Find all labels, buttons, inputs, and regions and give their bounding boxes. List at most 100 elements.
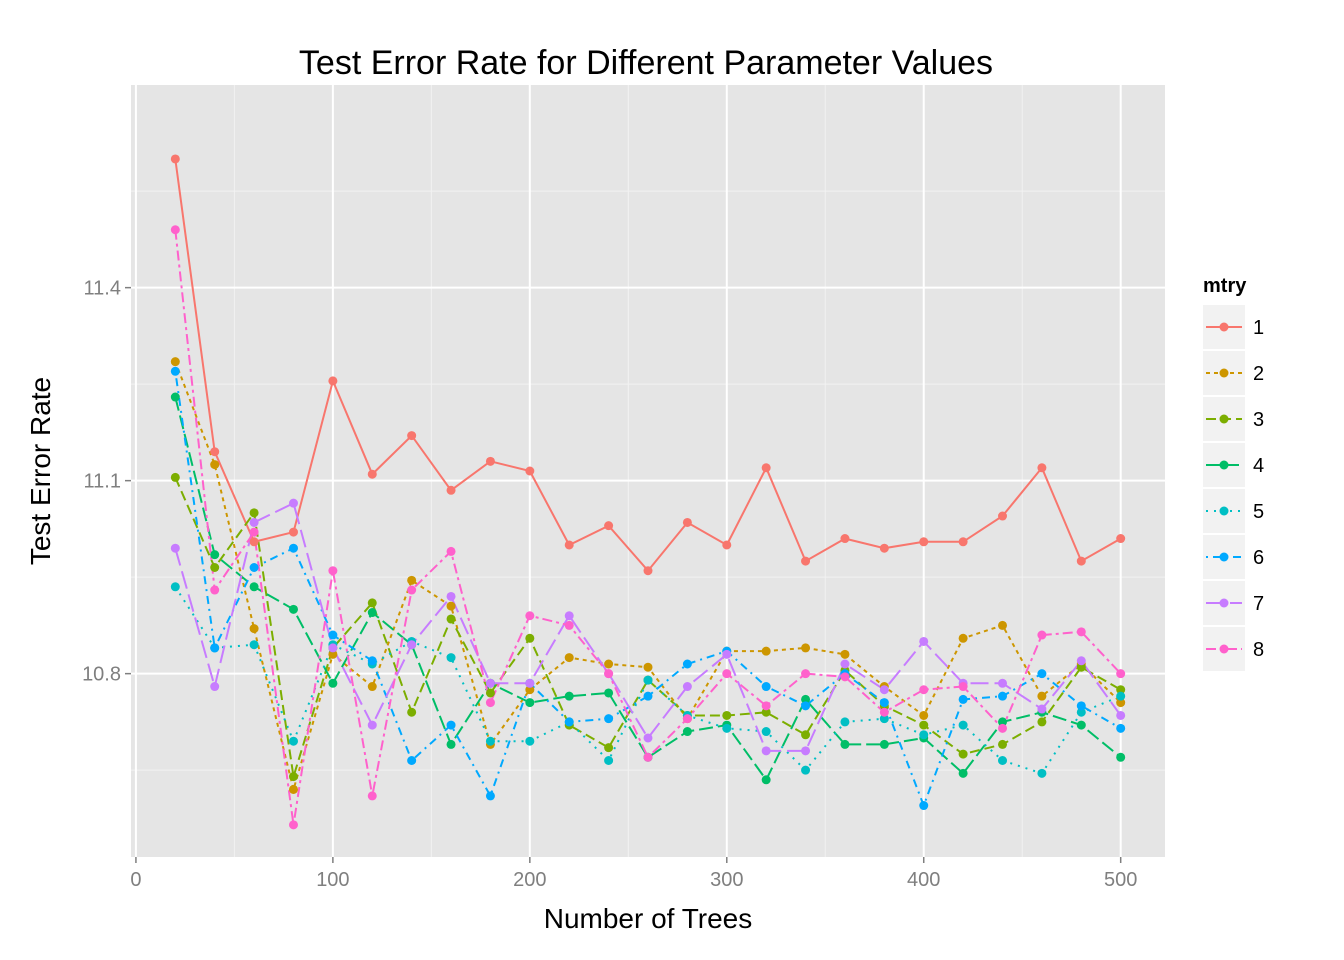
data-point-1 [367, 469, 377, 479]
data-point-6 [604, 714, 614, 724]
data-point-6 [328, 630, 338, 640]
data-point-1 [1037, 463, 1047, 473]
data-point-8 [958, 682, 968, 692]
data-point-5 [840, 717, 850, 727]
data-point-6 [485, 791, 495, 801]
data-point-1 [1116, 534, 1126, 544]
x-axis: 0 100 200 300 400 500 [130, 857, 1137, 891]
data-point-1 [722, 540, 732, 550]
data-point-2 [328, 649, 338, 659]
data-point-8 [210, 585, 220, 595]
chart-title: Test Error Rate for Different Parameter … [299, 44, 993, 82]
data-point-7 [879, 685, 889, 695]
data-point-5 [919, 730, 929, 740]
x-tick-label: 400 [907, 869, 940, 891]
data-point-6 [210, 643, 220, 653]
data-point-7 [210, 682, 220, 692]
legend-key-point [1219, 368, 1229, 378]
data-point-3 [525, 633, 535, 643]
data-point-3 [485, 688, 495, 698]
data-point-8 [682, 714, 692, 724]
data-point-3 [210, 563, 220, 572]
data-point-5 [958, 720, 968, 730]
data-point-2 [919, 710, 929, 720]
data-point-7 [761, 746, 771, 756]
data-point-5 [761, 727, 771, 737]
legend-label-4: 4 [1253, 455, 1264, 477]
data-point-7 [446, 591, 456, 601]
data-point-3 [249, 508, 259, 518]
data-point-3 [446, 614, 456, 624]
data-point-8 [328, 566, 338, 576]
data-point-1 [249, 537, 259, 547]
data-point-8 [722, 669, 732, 679]
data-point-2 [367, 682, 377, 692]
data-point-2 [288, 784, 298, 794]
data-point-2 [998, 620, 1008, 630]
data-point-2 [840, 649, 850, 659]
legend: mtry 1 2 3 4 5 6 7 8 [1203, 275, 1264, 671]
data-point-4 [446, 739, 456, 749]
data-point-8 [288, 820, 298, 830]
data-point-3 [761, 707, 771, 717]
data-point-8 [564, 620, 574, 630]
legend-label-6: 6 [1253, 547, 1264, 569]
data-point-4 [249, 582, 259, 592]
data-point-3 [367, 598, 377, 608]
data-point-8 [1076, 627, 1086, 637]
data-point-5 [722, 723, 732, 733]
data-point-4 [525, 698, 535, 708]
data-point-4 [958, 768, 968, 778]
data-point-6 [1037, 669, 1047, 679]
x-tick-label: 0 [130, 869, 141, 891]
data-point-3 [998, 739, 1008, 749]
y-tick-label: 11.1 [84, 471, 121, 493]
legend-key-point [1219, 460, 1229, 470]
x-tick-label: 300 [710, 869, 743, 891]
data-point-7 [564, 611, 574, 621]
data-point-5 [879, 714, 889, 724]
data-point-7 [170, 543, 180, 553]
data-point-6 [288, 543, 298, 553]
data-point-4 [328, 678, 338, 688]
data-point-5 [170, 582, 180, 592]
data-point-3 [1116, 685, 1126, 695]
y-axis: 10.8 11.1 11.4 [82, 278, 131, 686]
data-point-5 [249, 640, 259, 650]
data-point-8 [367, 791, 377, 801]
data-point-2 [761, 646, 771, 656]
data-point-6 [958, 694, 968, 704]
data-point-5 [1076, 707, 1086, 717]
data-point-8 [840, 672, 850, 682]
data-point-3 [407, 707, 417, 717]
y-axis-title: Test Error Rate [25, 377, 56, 565]
data-point-7 [998, 678, 1008, 688]
data-point-6 [643, 691, 653, 701]
data-point-7 [643, 733, 653, 743]
data-point-1 [288, 527, 298, 537]
legend-key-point [1219, 552, 1229, 562]
data-point-3 [919, 720, 929, 730]
data-point-7 [367, 720, 377, 730]
data-point-8 [249, 527, 259, 537]
data-point-7 [919, 636, 929, 646]
data-point-3 [288, 772, 298, 782]
data-point-6 [919, 801, 929, 811]
data-point-8 [1116, 669, 1126, 679]
data-point-1 [328, 376, 338, 386]
data-point-4 [1076, 720, 1086, 730]
legend-label-8: 8 [1253, 639, 1264, 661]
data-point-5 [288, 736, 298, 746]
data-point-8 [525, 611, 535, 621]
data-point-1 [170, 154, 180, 164]
data-point-7 [328, 643, 338, 653]
x-axis-title: Number of Trees [544, 903, 753, 934]
data-point-1 [643, 566, 653, 576]
data-point-4 [1116, 752, 1126, 762]
legend-key-point [1219, 506, 1229, 516]
legend-label-7: 7 [1253, 593, 1264, 615]
data-point-2 [564, 653, 574, 663]
data-point-7 [1037, 704, 1047, 714]
data-point-7 [1076, 656, 1086, 666]
data-point-8 [801, 669, 811, 679]
